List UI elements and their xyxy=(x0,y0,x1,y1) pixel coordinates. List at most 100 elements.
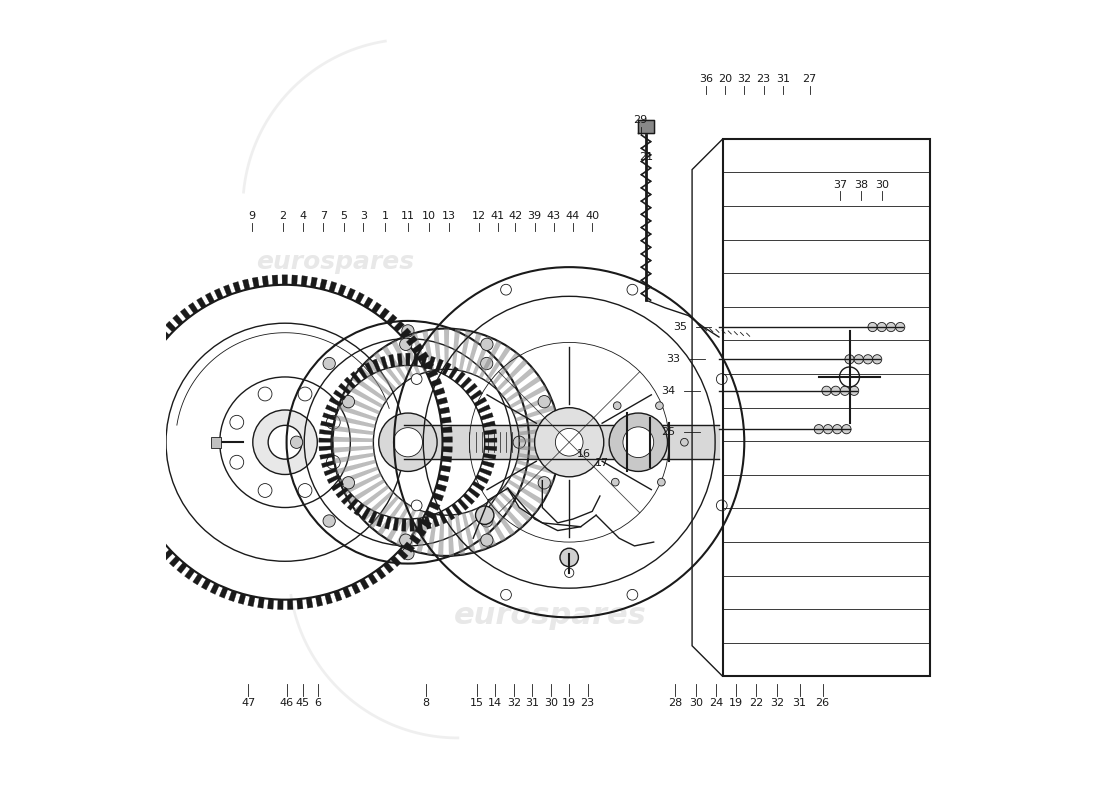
Polygon shape xyxy=(257,598,264,608)
Polygon shape xyxy=(483,454,496,459)
Text: 43: 43 xyxy=(547,211,561,221)
Text: 30: 30 xyxy=(689,698,703,708)
Polygon shape xyxy=(498,491,531,522)
Polygon shape xyxy=(372,359,381,372)
Circle shape xyxy=(481,534,493,546)
Polygon shape xyxy=(351,583,361,594)
Circle shape xyxy=(481,515,493,527)
Polygon shape xyxy=(390,556,402,566)
Circle shape xyxy=(402,547,414,560)
Text: 36: 36 xyxy=(698,74,713,84)
Polygon shape xyxy=(310,277,318,288)
Polygon shape xyxy=(459,330,471,371)
Circle shape xyxy=(230,415,244,429)
Polygon shape xyxy=(376,568,386,579)
Circle shape xyxy=(342,477,354,489)
Polygon shape xyxy=(474,397,487,406)
Polygon shape xyxy=(376,514,384,527)
Polygon shape xyxy=(192,574,202,585)
Polygon shape xyxy=(465,383,477,394)
Polygon shape xyxy=(404,542,415,552)
Polygon shape xyxy=(368,511,377,524)
Circle shape xyxy=(842,425,851,434)
Text: 42: 42 xyxy=(508,211,522,221)
Circle shape xyxy=(258,483,272,498)
Polygon shape xyxy=(229,590,236,602)
Polygon shape xyxy=(354,503,364,515)
Text: 8: 8 xyxy=(422,698,429,708)
Polygon shape xyxy=(392,340,414,378)
Polygon shape xyxy=(421,354,427,367)
Polygon shape xyxy=(323,468,337,476)
Polygon shape xyxy=(297,598,302,609)
Polygon shape xyxy=(367,574,377,585)
Polygon shape xyxy=(388,354,395,367)
Polygon shape xyxy=(385,516,392,530)
Text: 14: 14 xyxy=(487,698,502,708)
Polygon shape xyxy=(463,493,474,505)
Polygon shape xyxy=(319,430,332,435)
Text: 47: 47 xyxy=(241,698,255,708)
Circle shape xyxy=(627,590,638,600)
Polygon shape xyxy=(118,427,129,434)
Polygon shape xyxy=(165,322,176,332)
Text: 20: 20 xyxy=(718,74,733,84)
Circle shape xyxy=(564,568,574,578)
Bar xyxy=(723,139,931,677)
Polygon shape xyxy=(365,359,397,391)
Text: 19: 19 xyxy=(562,698,576,708)
Text: 9: 9 xyxy=(249,211,255,221)
Polygon shape xyxy=(442,426,452,433)
Text: 32: 32 xyxy=(737,74,751,84)
Circle shape xyxy=(399,534,411,546)
Polygon shape xyxy=(425,516,431,530)
Polygon shape xyxy=(485,346,510,382)
Polygon shape xyxy=(136,361,147,370)
Polygon shape xyxy=(219,587,228,598)
Text: 40: 40 xyxy=(585,211,600,221)
Polygon shape xyxy=(197,298,207,309)
Polygon shape xyxy=(320,279,327,290)
Text: 22: 22 xyxy=(749,698,763,708)
Polygon shape xyxy=(454,371,465,383)
Polygon shape xyxy=(422,330,435,371)
Text: 16: 16 xyxy=(576,449,591,458)
Polygon shape xyxy=(344,377,355,389)
Polygon shape xyxy=(377,500,405,535)
Text: 5: 5 xyxy=(341,211,348,221)
Polygon shape xyxy=(513,395,551,414)
Text: 13: 13 xyxy=(441,211,455,221)
Text: 44: 44 xyxy=(565,211,580,221)
Polygon shape xyxy=(185,568,195,579)
Polygon shape xyxy=(386,314,397,326)
Circle shape xyxy=(560,548,579,566)
Circle shape xyxy=(481,358,493,370)
Circle shape xyxy=(513,436,526,448)
Polygon shape xyxy=(480,468,492,476)
Polygon shape xyxy=(502,367,535,397)
Polygon shape xyxy=(402,336,420,375)
Polygon shape xyxy=(514,466,553,485)
Text: 30: 30 xyxy=(543,698,558,708)
Polygon shape xyxy=(322,413,335,420)
Polygon shape xyxy=(339,466,378,485)
Polygon shape xyxy=(177,562,187,574)
Polygon shape xyxy=(496,359,528,391)
Polygon shape xyxy=(400,328,411,338)
Circle shape xyxy=(394,428,422,457)
Text: 19: 19 xyxy=(729,698,743,708)
Polygon shape xyxy=(452,329,460,370)
Circle shape xyxy=(290,436,303,448)
Polygon shape xyxy=(516,460,557,474)
Text: 2: 2 xyxy=(279,211,286,221)
Circle shape xyxy=(500,284,512,295)
Polygon shape xyxy=(506,376,541,402)
Polygon shape xyxy=(441,417,451,423)
Polygon shape xyxy=(158,328,169,339)
Polygon shape xyxy=(150,534,161,545)
Polygon shape xyxy=(267,599,274,610)
Text: 27: 27 xyxy=(803,74,816,84)
Polygon shape xyxy=(122,398,133,406)
Text: 23: 23 xyxy=(757,74,771,84)
Text: 45: 45 xyxy=(296,698,310,708)
